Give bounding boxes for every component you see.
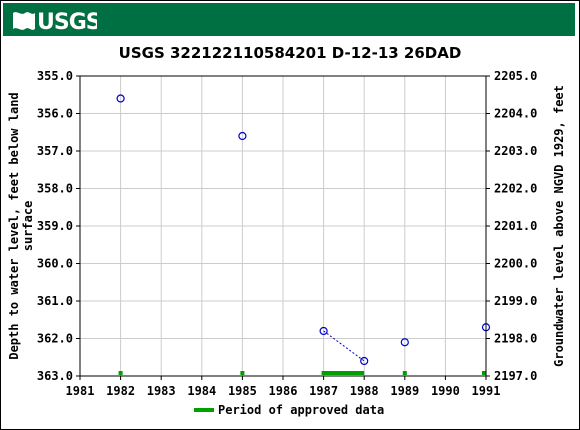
chart-title: USGS 322122110584201 D-12-13 26DAD xyxy=(119,44,462,62)
y-tick-label-left: 358.0 xyxy=(37,182,73,196)
y-tick-label-left: 359.0 xyxy=(37,219,73,233)
y-tick-label-right: 2205.0 xyxy=(494,69,537,83)
x-tick-label: 1988 xyxy=(350,384,379,398)
y-tick-label-right: 2199.0 xyxy=(494,294,537,308)
usgs-logo: USGS xyxy=(13,10,97,33)
data-point xyxy=(360,356,369,366)
data-series xyxy=(116,94,491,366)
x-tick-label: 1983 xyxy=(147,384,176,398)
approved-period-bar xyxy=(240,371,245,375)
y-axis-label-right: Groundwater level above NGVD 1929, feet xyxy=(552,85,566,367)
x-tick-label: 1982 xyxy=(106,384,135,398)
y-tick-label-left: 355.0 xyxy=(37,69,73,83)
ticks: 1981 1982 1983 1984 1985 1986 1987 1988 1989 1990… xyxy=(37,69,537,398)
legend-label: Period of approved data xyxy=(218,403,384,417)
y-tick-label-left: 360.0 xyxy=(37,257,73,271)
y-tick-label-left: 356.0 xyxy=(37,107,73,121)
y-tick-label-left: 361.0 xyxy=(37,294,73,308)
data-point xyxy=(319,326,328,336)
data-point xyxy=(400,338,409,347)
y-tick-label-right: 2197.0 xyxy=(494,369,537,383)
data-point xyxy=(238,131,247,141)
x-tick-label: 1987 xyxy=(309,384,338,398)
x-tick-label: 1981 xyxy=(66,384,95,398)
y-tick-label-left: 363.0 xyxy=(37,369,73,383)
y-tick-label-right: 2203.0 xyxy=(494,144,537,158)
series-connector xyxy=(323,330,365,362)
usgs-logo-text: USGS xyxy=(37,10,97,33)
approved-period-bar xyxy=(402,371,407,375)
data-point xyxy=(116,94,125,103)
y-tick-label-right: 2201.0 xyxy=(494,219,537,233)
x-tick-label: 1984 xyxy=(187,384,216,398)
x-tick-label: 1990 xyxy=(431,384,460,398)
x-tick-label: 1991 xyxy=(472,384,501,398)
y-tick-label-left: 362.0 xyxy=(37,332,73,346)
y-tick-label-left: 357.0 xyxy=(37,144,73,158)
legend: Period of approved data xyxy=(194,403,384,417)
approved-periods xyxy=(118,371,486,375)
usgs-wave-icon xyxy=(13,12,35,30)
approved-period-bar xyxy=(481,371,486,375)
y-tick-label-right: 2198.0 xyxy=(494,332,537,346)
y-tick-label-right: 2202.0 xyxy=(494,182,537,196)
approved-period-bar xyxy=(321,371,365,375)
x-tick-label: 1986 xyxy=(269,384,298,398)
y-axis-label-left: Depth to water level, feet below land su… xyxy=(7,92,35,359)
y-axis-label-left-line1: Depth to water level, feet below land xyxy=(7,92,21,359)
y-axis-label-left-line2: surface xyxy=(21,201,35,252)
x-tick-label: 1989 xyxy=(390,384,419,398)
y-tick-label-right: 2200.0 xyxy=(494,257,537,271)
approved-period-bar xyxy=(118,371,123,375)
x-tick-label: 1985 xyxy=(228,384,257,398)
usgs-banner: USGS xyxy=(3,3,575,36)
y-tick-label-right: 2204.0 xyxy=(494,107,537,121)
